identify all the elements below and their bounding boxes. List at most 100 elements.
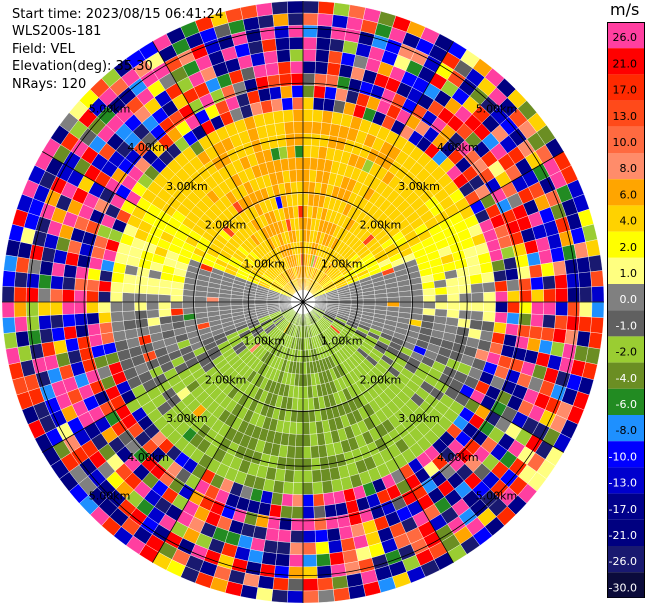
velocity-cell (398, 290, 412, 298)
ring-label: 2.00km (205, 219, 247, 232)
colorbar-bin (607, 493, 645, 520)
velocity-cell (51, 327, 66, 342)
velocity-cell (324, 503, 338, 518)
velocity-cell (311, 121, 323, 135)
velocity-cell (459, 301, 472, 311)
velocity-cell (316, 37, 331, 51)
velocity-cell (293, 121, 304, 134)
velocity-cell (531, 301, 544, 315)
velocity-cell (542, 275, 556, 290)
velocity-cell (1, 286, 15, 303)
velocity-cell (255, 587, 273, 602)
velocity-cell (302, 398, 309, 411)
velocity-cell (530, 313, 544, 328)
velocity-cell (285, 457, 295, 471)
velocity-cell (528, 325, 543, 340)
velocity-cell (122, 292, 135, 303)
velocity-cell (86, 301, 99, 314)
velocity-cell (275, 553, 290, 567)
velocity-cell (531, 289, 544, 303)
velocity-cell (423, 294, 436, 303)
velocity-cell (27, 258, 42, 275)
ring-label: 1.00km (321, 335, 363, 348)
velocity-cell (123, 319, 137, 331)
velocity-cell (435, 301, 448, 310)
velocity-cell (110, 301, 123, 313)
velocity-cell (579, 286, 593, 303)
velocity-cell (302, 578, 319, 592)
velocity-cell (298, 217, 304, 231)
velocity-cell (459, 293, 472, 303)
velocity-cell (297, 193, 304, 206)
velocity-cell (302, 205, 309, 218)
velocity-cell (87, 267, 102, 281)
colorbar-tick-label: -21.0 (609, 529, 637, 542)
velocity-cell (296, 181, 304, 194)
colorbar-tick-label: -6.0 (616, 398, 637, 411)
velocity-cell (290, 61, 304, 74)
velocity-cell (206, 296, 219, 303)
velocity-cell (288, 24, 304, 38)
colorbar-bin (607, 22, 645, 49)
velocity-cell (62, 276, 76, 291)
velocity-cell (567, 301, 581, 317)
velocity-cell (13, 286, 27, 303)
velocity-cell (555, 287, 569, 303)
velocity-cell (519, 301, 532, 315)
velocity-cell (434, 286, 448, 296)
velocity-cell (302, 566, 318, 580)
elevation-label: Elevation(deg): 35.30 (12, 59, 153, 75)
colorbar-bin (607, 415, 645, 442)
velocity-cell (1, 301, 15, 318)
velocity-cell (287, 590, 304, 604)
plot-metadata: Start time: 2023/08/15 06:41:24 WLS200s-… (12, 6, 223, 93)
velocity-cell (170, 294, 183, 303)
velocity-cell (334, 501, 349, 517)
velocity-cell (283, 121, 295, 135)
ring-label: 3.00km (166, 412, 208, 425)
velocity-cell (302, 458, 312, 471)
velocity-cell (38, 274, 52, 289)
velocity-cell (316, 25, 333, 39)
velocity-cell (13, 301, 27, 318)
velocity-cell (302, 494, 314, 507)
velocity-cell (146, 309, 160, 319)
velocity-cell (3, 332, 18, 350)
velocity-cell (319, 456, 330, 470)
velocity-cell (423, 301, 436, 310)
velocity-cell (302, 434, 311, 447)
velocity-cell (591, 286, 605, 303)
velocity-cell (158, 294, 171, 303)
velocity-cell (457, 275, 471, 286)
velocity-cell (494, 311, 508, 324)
velocity-cell (302, 49, 317, 62)
ring-label: 1.00km (321, 257, 363, 270)
velocity-cell (506, 312, 520, 325)
velocity-cell (37, 301, 51, 317)
velocity-cell (578, 271, 592, 288)
velocity-cell (588, 332, 603, 350)
colorbar-bin (607, 126, 645, 153)
colorbar-tick-label: -8.0 (616, 424, 637, 437)
velocity-cell (328, 539, 343, 554)
velocity-cell (567, 287, 581, 303)
velocity-cell (146, 301, 159, 311)
velocity-cell (276, 49, 291, 63)
colorbar-tick-label: -1.0 (616, 319, 637, 332)
velocity-cell (317, 589, 335, 603)
velocity-cell (250, 537, 266, 552)
velocity-cell (271, 1, 289, 15)
velocity-cell (272, 480, 285, 494)
colorbar-bin (607, 48, 645, 75)
velocity-cell (288, 566, 304, 580)
colorbar-bin (607, 572, 645, 598)
velocity-cell (295, 434, 304, 447)
velocity-cell (302, 0, 319, 14)
colorbar-tick-label: 0.0 (620, 293, 638, 306)
colorbar-bin (607, 284, 645, 311)
velocity-cell (293, 470, 304, 483)
velocity-cell (289, 542, 304, 555)
velocity-cell (317, 13, 334, 27)
velocity-cell (471, 301, 484, 312)
velocity-cell (494, 280, 508, 293)
